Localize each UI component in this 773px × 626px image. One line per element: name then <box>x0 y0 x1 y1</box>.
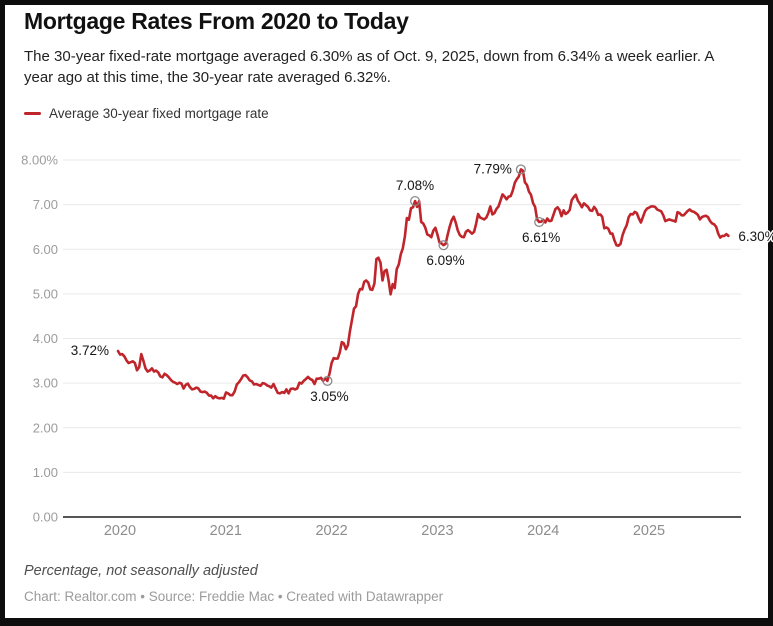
x-tick-label: 2021 <box>210 523 242 539</box>
x-tick-label: 2020 <box>104 523 136 539</box>
y-tick-label: 5.00 <box>33 286 58 301</box>
chart-svg: 8.00% 7.00 6.00 5.00 4.00 3.00 2.00 1.00 0.00 202… <box>21 153 773 540</box>
annotation-label: 3.05% <box>310 389 348 404</box>
x-tick-label: 2023 <box>421 523 453 539</box>
y-tick-label: 4.00 <box>33 331 58 346</box>
annotation-marker <box>515 164 526 175</box>
credits-line: Chart: Realtor.com • Source: Freddie Mac… <box>24 589 444 604</box>
x-tick-label: 2022 <box>315 523 347 539</box>
y-tick-label: 1.00 <box>33 465 58 480</box>
annotation-label: 6.30% <box>738 229 773 244</box>
annotation-label: 7.08% <box>396 178 434 193</box>
annotation-marker <box>534 216 545 228</box>
y-tick-label: 0.00 <box>33 510 58 525</box>
rate-line <box>116 168 730 400</box>
y-tick-label: 8.00% <box>21 153 58 168</box>
y-tick-label: 2.00 <box>33 420 58 435</box>
page-title: Mortgage Rates From 2020 to Today <box>24 8 409 34</box>
annotation-marker <box>322 375 333 386</box>
annotation-marker <box>438 240 449 251</box>
chart-subtitle: The 30-year fixed-rate mortgage averaged… <box>24 48 714 86</box>
annotation-label: 3.72% <box>71 343 109 358</box>
y-tick-label: 6.00 <box>33 242 58 257</box>
annotation-marker <box>410 196 421 207</box>
chart-legend: Average 30-year fixed mortgage rate <box>24 106 269 121</box>
legend-line-swatch-icon <box>24 112 41 115</box>
annotation-label: 6.09% <box>426 253 464 268</box>
annotation-label: 6.61% <box>522 230 560 245</box>
annotation-label: 7.79% <box>474 161 512 176</box>
x-tick-label: 2025 <box>633 523 665 539</box>
x-tick-label: 2024 <box>527 523 559 539</box>
y-tick-label: 7.00 <box>33 197 58 212</box>
legend-label: Average 30-year fixed mortgage rate <box>49 106 269 121</box>
axis-note: Percentage, not seasonally adjusted <box>24 563 258 579</box>
y-tick-label: 3.00 <box>33 376 58 391</box>
